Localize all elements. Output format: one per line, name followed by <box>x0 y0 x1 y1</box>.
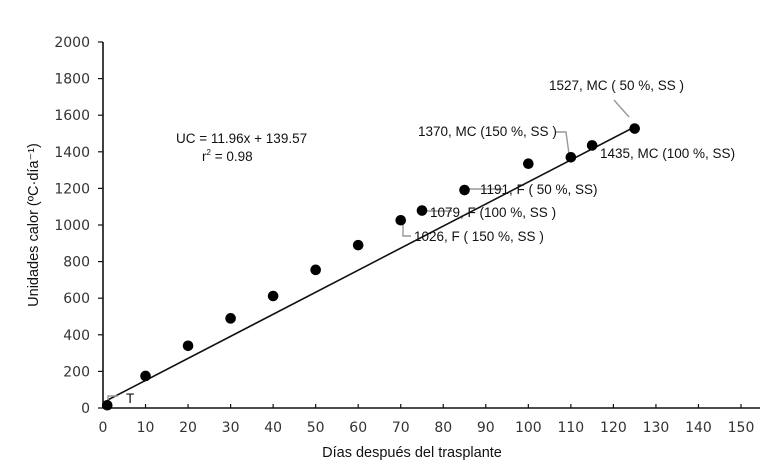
annotation-leader-line <box>107 395 118 402</box>
data-point <box>225 313 236 324</box>
x-tick-label: 140 <box>685 420 712 436</box>
x-tick-label: 120 <box>600 420 627 436</box>
y-tick-label: 2000 <box>54 35 90 51</box>
equation-label: UC = 11.96x + 139.57 <box>176 131 307 146</box>
point-annotation: 1370, MC (150 %, SS ) <box>418 124 557 139</box>
annotation-labels: T 1026, F ( 150 %, SS ) 1079, F (100 %, SS… <box>126 78 735 406</box>
x-tick-label: 60 <box>349 420 367 436</box>
data-point <box>352 239 364 251</box>
data-point <box>523 158 534 169</box>
data-point <box>310 264 321 276</box>
trendline <box>106 126 636 401</box>
annotation-leader-line <box>556 131 570 155</box>
trendline-group <box>106 126 636 401</box>
data-point <box>629 123 640 134</box>
x-tick-label: 100 <box>515 420 542 436</box>
point-annotation: 1026, F ( 150 %, SS ) <box>414 229 544 244</box>
y-tick-label: 600 <box>63 291 90 307</box>
x-axis-title: Días después del trasplante <box>322 445 502 461</box>
point-annotation: 1079, F (100 %, SS ) <box>430 205 556 220</box>
y-tick-label: 800 <box>63 255 90 271</box>
x-tick-label: 50 <box>307 420 325 436</box>
data-point <box>416 205 428 216</box>
x-tick-label: 110 <box>557 420 584 436</box>
y-tick-label: 1000 <box>54 218 90 234</box>
y-tick-label: 1400 <box>54 145 90 161</box>
data-point <box>586 140 598 151</box>
y-tick-label: 1800 <box>54 72 90 88</box>
r-squared-label: r2 = 0.98 <box>202 148 253 164</box>
x-tick-label: 20 <box>179 420 197 436</box>
point-annotation: 1527, MC ( 50 %, SS ) <box>549 78 684 93</box>
data-points <box>101 123 640 411</box>
annotation-leaders <box>107 99 630 402</box>
data-point <box>395 214 407 226</box>
x-tick-label: 30 <box>222 420 240 436</box>
x-tick-label: 10 <box>137 420 155 436</box>
y-tick-label: 1200 <box>54 181 90 197</box>
data-point <box>182 340 194 352</box>
x-tick-label: 130 <box>643 420 670 436</box>
x-tick-label: 80 <box>434 420 452 436</box>
annotation-leader-line <box>613 99 630 118</box>
y-axis-title: Unidades calor (ºC·día⁻¹) <box>26 143 42 307</box>
x-tick-label: 150 <box>728 420 755 436</box>
y-tick-label: 200 <box>63 364 90 380</box>
data-point <box>101 399 113 411</box>
axes: 0 200 400 600 800 1000 1200 1400 1600 1800 2000 0 10… <box>54 35 760 436</box>
point-annotation: 1435, MC (100 %, SS) <box>600 146 735 161</box>
data-point <box>565 151 577 163</box>
y-tick-label: 0 <box>81 401 90 417</box>
point-annotation: T <box>126 391 134 406</box>
annotation-leader-line <box>402 222 411 237</box>
point-annotation: 1191, F ( 50 %, SS) <box>480 182 598 197</box>
x-tick-label: 0 <box>99 420 108 436</box>
y-tick-label: 400 <box>63 328 90 344</box>
data-point <box>267 290 279 302</box>
data-point <box>140 370 151 382</box>
x-tick-label: 40 <box>264 420 282 436</box>
data-point <box>459 184 470 196</box>
x-tick-label: 90 <box>477 420 495 436</box>
x-tick-label: 70 <box>392 420 410 436</box>
y-tick-label: 1600 <box>54 108 90 124</box>
